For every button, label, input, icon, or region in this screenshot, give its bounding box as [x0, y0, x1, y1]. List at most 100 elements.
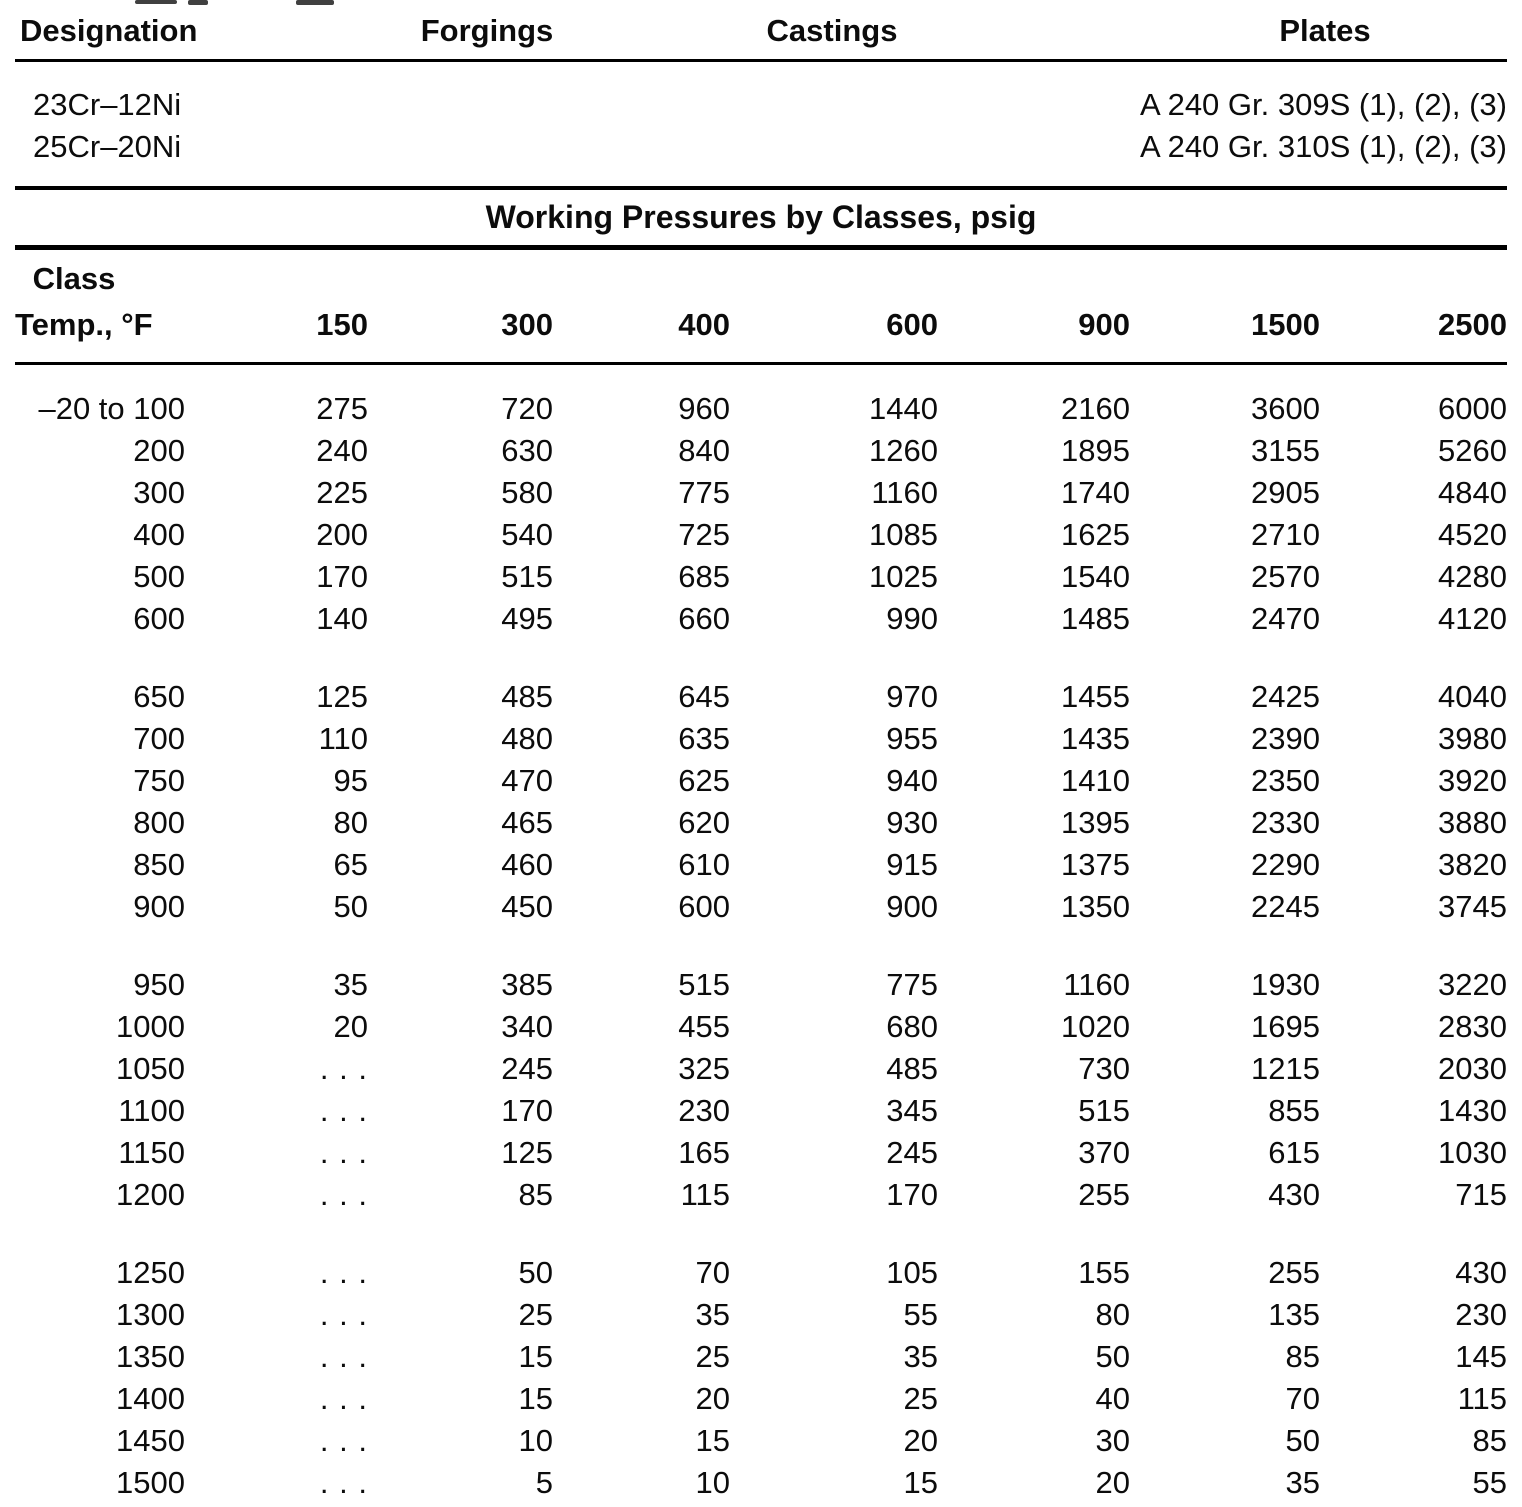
forgings-column-header: Forgings: [420, 13, 554, 48]
temp-cell: 750: [133, 763, 185, 798]
pressure-cell: 35: [695, 1297, 730, 1332]
pressure-cell: 255: [1078, 1177, 1130, 1212]
pressure-cell: 85: [1285, 1339, 1320, 1374]
pressure-row: –20 to 100 275 720 960 1440 2160 3600 6000: [15, 388, 1507, 430]
pressure-cell: 915: [886, 847, 938, 882]
pressure-cell: . . .: [319, 1423, 368, 1458]
pressure-cell: 450: [501, 889, 553, 924]
pressure-cell: 275: [316, 391, 368, 426]
pressure-cell: 115: [1457, 1381, 1507, 1416]
pressure-cell: 2330: [1251, 805, 1320, 840]
pressure-cell: 255: [1268, 1255, 1320, 1290]
pressure-cell: 940: [886, 763, 938, 798]
pressure-row: 700 110 480 635 955 1435 2390 3980: [15, 718, 1507, 760]
corner-header-line2: Temp., °F: [15, 302, 185, 365]
pressure-cell: 2030: [1438, 1051, 1507, 1086]
pressure-cell: 140: [316, 601, 368, 636]
pressure-cell: 775: [678, 475, 730, 510]
pressure-cell: 430: [1268, 1177, 1320, 1212]
pressure-cell: 840: [678, 433, 730, 468]
pressure-cell: . . .: [319, 1135, 368, 1170]
pressure-cell: 660: [678, 601, 730, 636]
pressure-cell: 580: [501, 475, 553, 510]
pressure-cell: 495: [501, 601, 553, 636]
pressure-cell: 15: [518, 1339, 553, 1374]
pressure-row: 600 140 495 660 990 1485 2470 4120: [15, 598, 1507, 640]
temp-cell: 1200: [116, 1177, 185, 1212]
pressure-cell: 515: [1078, 1093, 1130, 1128]
class-header-1500: 1500: [1130, 302, 1320, 365]
pressure-cell: 515: [501, 559, 553, 594]
class-label: Class: [32, 261, 116, 296]
pressure-cell: 970: [886, 679, 938, 714]
pressure-cell: 20: [333, 1009, 368, 1044]
pressure-cell: 25: [518, 1297, 553, 1332]
pressure-cell: 960: [678, 391, 730, 426]
pressure-cell: 600: [678, 889, 730, 924]
plates-column-header: Plates: [1279, 13, 1371, 48]
pressure-cell: 2710: [1251, 517, 1320, 552]
pressure-row: 850 65 460 610 915 1375 2290 3820: [15, 844, 1507, 886]
plates-spec: A 240 Gr. 310S (1), (2), (3): [1140, 129, 1507, 164]
temp-cell: 700: [133, 721, 185, 756]
pressure-row: 950 35 385 515 775 1160 1930 3220: [15, 964, 1507, 1006]
pressure-cell: . . .: [319, 1465, 368, 1500]
pressure-cell: 10: [518, 1423, 553, 1458]
pressure-cell: 1485: [1061, 601, 1130, 636]
pressure-cell: 685: [678, 559, 730, 594]
pressure-row: 1350 . . . 15 25 35 50 85 145: [15, 1336, 1507, 1378]
temp-cell: 1400: [116, 1381, 185, 1416]
materials-rows-section: 23Cr–12Ni A 240 Gr. 309S (1), (2), (3) 2…: [15, 62, 1507, 190]
temp-cell: 650: [133, 679, 185, 714]
pressure-cell: 2570: [1251, 559, 1320, 594]
class-header-300: 300: [368, 302, 553, 365]
pressure-cell: 1030: [1438, 1135, 1507, 1170]
pressure-cell: 630: [501, 433, 553, 468]
pressure-cell: 1160: [1063, 967, 1130, 1002]
corner-header-line1: Class: [15, 250, 185, 302]
temp-cell: 1300: [116, 1297, 185, 1332]
pressure-cell: 370: [1078, 1135, 1130, 1170]
pressure-cell: 540: [501, 517, 553, 552]
pressure-cell: 4840: [1438, 475, 1507, 510]
pressure-cell: 155: [1078, 1255, 1130, 1290]
pressure-cell: 125: [501, 1135, 553, 1170]
pressure-cell: 990: [886, 601, 938, 636]
pressure-cell: 80: [1095, 1297, 1130, 1332]
cropped-text-artifact: [188, 0, 208, 5]
temp-cell: 1150: [118, 1135, 185, 1170]
pressure-row: 1250 . . . 50 70 105 155 255 430: [15, 1252, 1507, 1294]
pressure-cell: 50: [1285, 1423, 1320, 1458]
cropped-text-artifact: [296, 0, 334, 5]
pressure-cell: 105: [886, 1255, 938, 1290]
pressure-row: 1450 . . . 10 15 20 30 50 85: [15, 1420, 1507, 1462]
pressure-cell: 4040: [1438, 679, 1507, 714]
material-designation: 25Cr–20Ni: [33, 129, 182, 164]
pressure-cell: 95: [333, 763, 368, 798]
designation-column-header: Designation: [20, 13, 198, 48]
pressure-row: 200 240 630 840 1260 1895 3155 5260: [15, 430, 1507, 472]
pressure-cell: 345: [886, 1093, 938, 1128]
pressure-cell: 645: [678, 679, 730, 714]
pressure-cell: 50: [518, 1255, 553, 1290]
pressure-cell: 5260: [1438, 433, 1507, 468]
working-pressures-table: Class Temp., °F 150 300 400 600 900 1500…: [15, 250, 1507, 1507]
pressure-cell: 135: [1268, 1297, 1320, 1332]
pressure-cell: 50: [333, 889, 368, 924]
pressure-cell: 20: [1095, 1465, 1130, 1500]
pressure-row: 300 225 580 775 1160 1740 2905 4840: [15, 472, 1507, 514]
pressure-cell: 2350: [1251, 763, 1320, 798]
pressure-cell: 110: [318, 721, 368, 756]
pressure-cell: 1625: [1061, 517, 1130, 552]
pressure-cell: 4280: [1438, 559, 1507, 594]
pressure-cell: 1435: [1061, 721, 1130, 756]
class-header-400: 400: [553, 302, 730, 365]
pressure-cell: . . .: [319, 1177, 368, 1212]
pressure-cell: . . .: [319, 1255, 368, 1290]
pressure-cell: 240: [316, 433, 368, 468]
temp-cell: 300: [133, 475, 185, 510]
temp-cell: 950: [133, 967, 185, 1002]
temp-cell: 1000: [116, 1009, 185, 1044]
pressure-cell: 1085: [869, 517, 938, 552]
pressure-cell: 170: [316, 559, 368, 594]
